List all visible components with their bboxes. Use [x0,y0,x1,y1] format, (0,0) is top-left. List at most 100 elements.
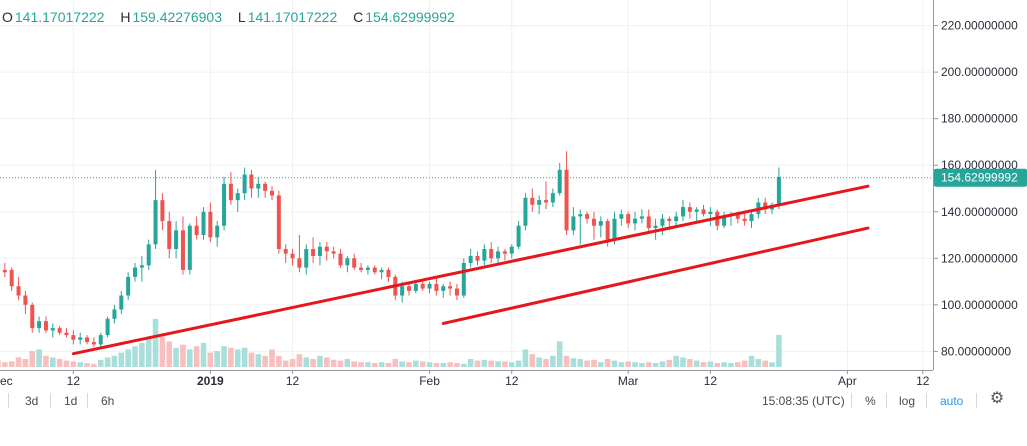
volume-bar [440,363,447,367]
volume-bar [8,361,15,367]
candle-body [235,193,240,201]
volume-bar [193,346,200,367]
volume-bar [481,359,488,367]
time-tick-label: Apr [838,374,857,388]
candle-body [331,251,336,254]
candle-body [585,214,590,219]
divider [87,393,88,408]
candle-body [646,216,651,229]
volume-bar [200,343,207,367]
volume-bar [139,343,145,367]
volume-bar [591,359,597,367]
candle-body [71,335,76,340]
percent-toggle[interactable]: % [865,394,876,408]
candle-body [283,248,288,254]
candle-body [749,214,754,222]
price-tick-label: 140.00000000 [941,205,1018,219]
price-axis[interactable]: 220.00000000200.00000000180.00000000160.… [933,0,1027,370]
log-toggle[interactable]: log [899,394,916,408]
volume-bar [645,362,652,367]
candle-body [153,200,158,245]
volume-bar [673,355,679,367]
volume-bar [97,359,104,367]
volume-bar [461,363,467,367]
volume-bar [454,363,460,367]
volume-bar [652,363,659,367]
range-6h-button[interactable]: 6h [101,394,115,408]
volume-bar [639,363,645,367]
candle-body [249,174,254,189]
bottom-toolbar: 3d 1d 6h 15:08:35 (UTC) % log auto ⚙ [0,387,1027,415]
candle-body [352,258,357,268]
volume-bar [29,351,36,367]
candle-body [674,216,679,222]
candle-body [98,335,103,345]
volume-bar [276,355,282,367]
candle-body [85,337,90,343]
range-1d-button[interactable]: 1d [64,394,78,408]
candle-body [454,288,459,296]
candle-body [639,216,644,219]
candle-body [612,218,617,240]
volume-bar [378,362,385,367]
volume-bar [515,360,522,367]
gear-icon[interactable]: ⚙ [989,390,1005,407]
high-value: 159.42276903 [132,9,222,25]
volume-bar [15,357,22,367]
volume-bar [173,347,179,367]
volume-bar [132,346,138,367]
candle-body [537,200,542,205]
volume-bar [344,359,351,367]
volume-bar [741,360,748,367]
volume-bar [22,359,29,367]
candle-body [311,248,316,256]
candle-body [386,269,391,277]
candle-body [276,195,281,249]
volume-bar [563,355,570,367]
volume-bar [63,360,70,367]
candle-body [215,225,220,238]
trendline [71,184,870,356]
volume-bar [56,359,63,367]
candle-body [681,207,685,217]
volume-bar [91,363,97,367]
close-label: C [353,9,364,25]
candle-body [557,169,562,194]
candle-body [413,283,418,291]
volume-bar [522,349,529,367]
volume-bar [735,362,741,367]
volume-bar [2,362,8,367]
candle-body [379,269,384,273]
candle-body [167,221,172,249]
candle-body [482,248,487,261]
candle-body [270,190,274,196]
candle-body [633,218,638,224]
volume-bars [0,319,782,367]
volume-bar [769,362,775,367]
volume-bar [502,361,508,367]
volume-bar [748,355,755,367]
volume-bar [351,361,357,367]
candle-body [139,265,144,268]
volume-bar [358,362,364,367]
candle-body [509,246,514,254]
candle-body [653,225,658,229]
volume-bar [330,359,337,367]
time-tick-label: Mar [618,374,639,388]
candle-body [475,255,480,261]
candle-body [365,267,370,270]
high-label: H [120,9,131,25]
candle-body [578,214,583,217]
time-axis[interactable]: ec 12 2019 12 Feb 12 Mar 12 Apr 12 [0,370,933,388]
utc-clock[interactable]: 15:08:35 (UTC) [762,394,845,408]
time-tick-label: 12 [505,374,519,388]
auto-scale-toggle[interactable]: auto [940,394,964,408]
volume-bar [467,359,474,367]
candle-body [324,246,329,252]
candle-body [550,193,555,203]
volume-bar [666,359,673,367]
range-3d-button[interactable]: 3d [25,394,39,408]
volume-bar [248,352,255,367]
